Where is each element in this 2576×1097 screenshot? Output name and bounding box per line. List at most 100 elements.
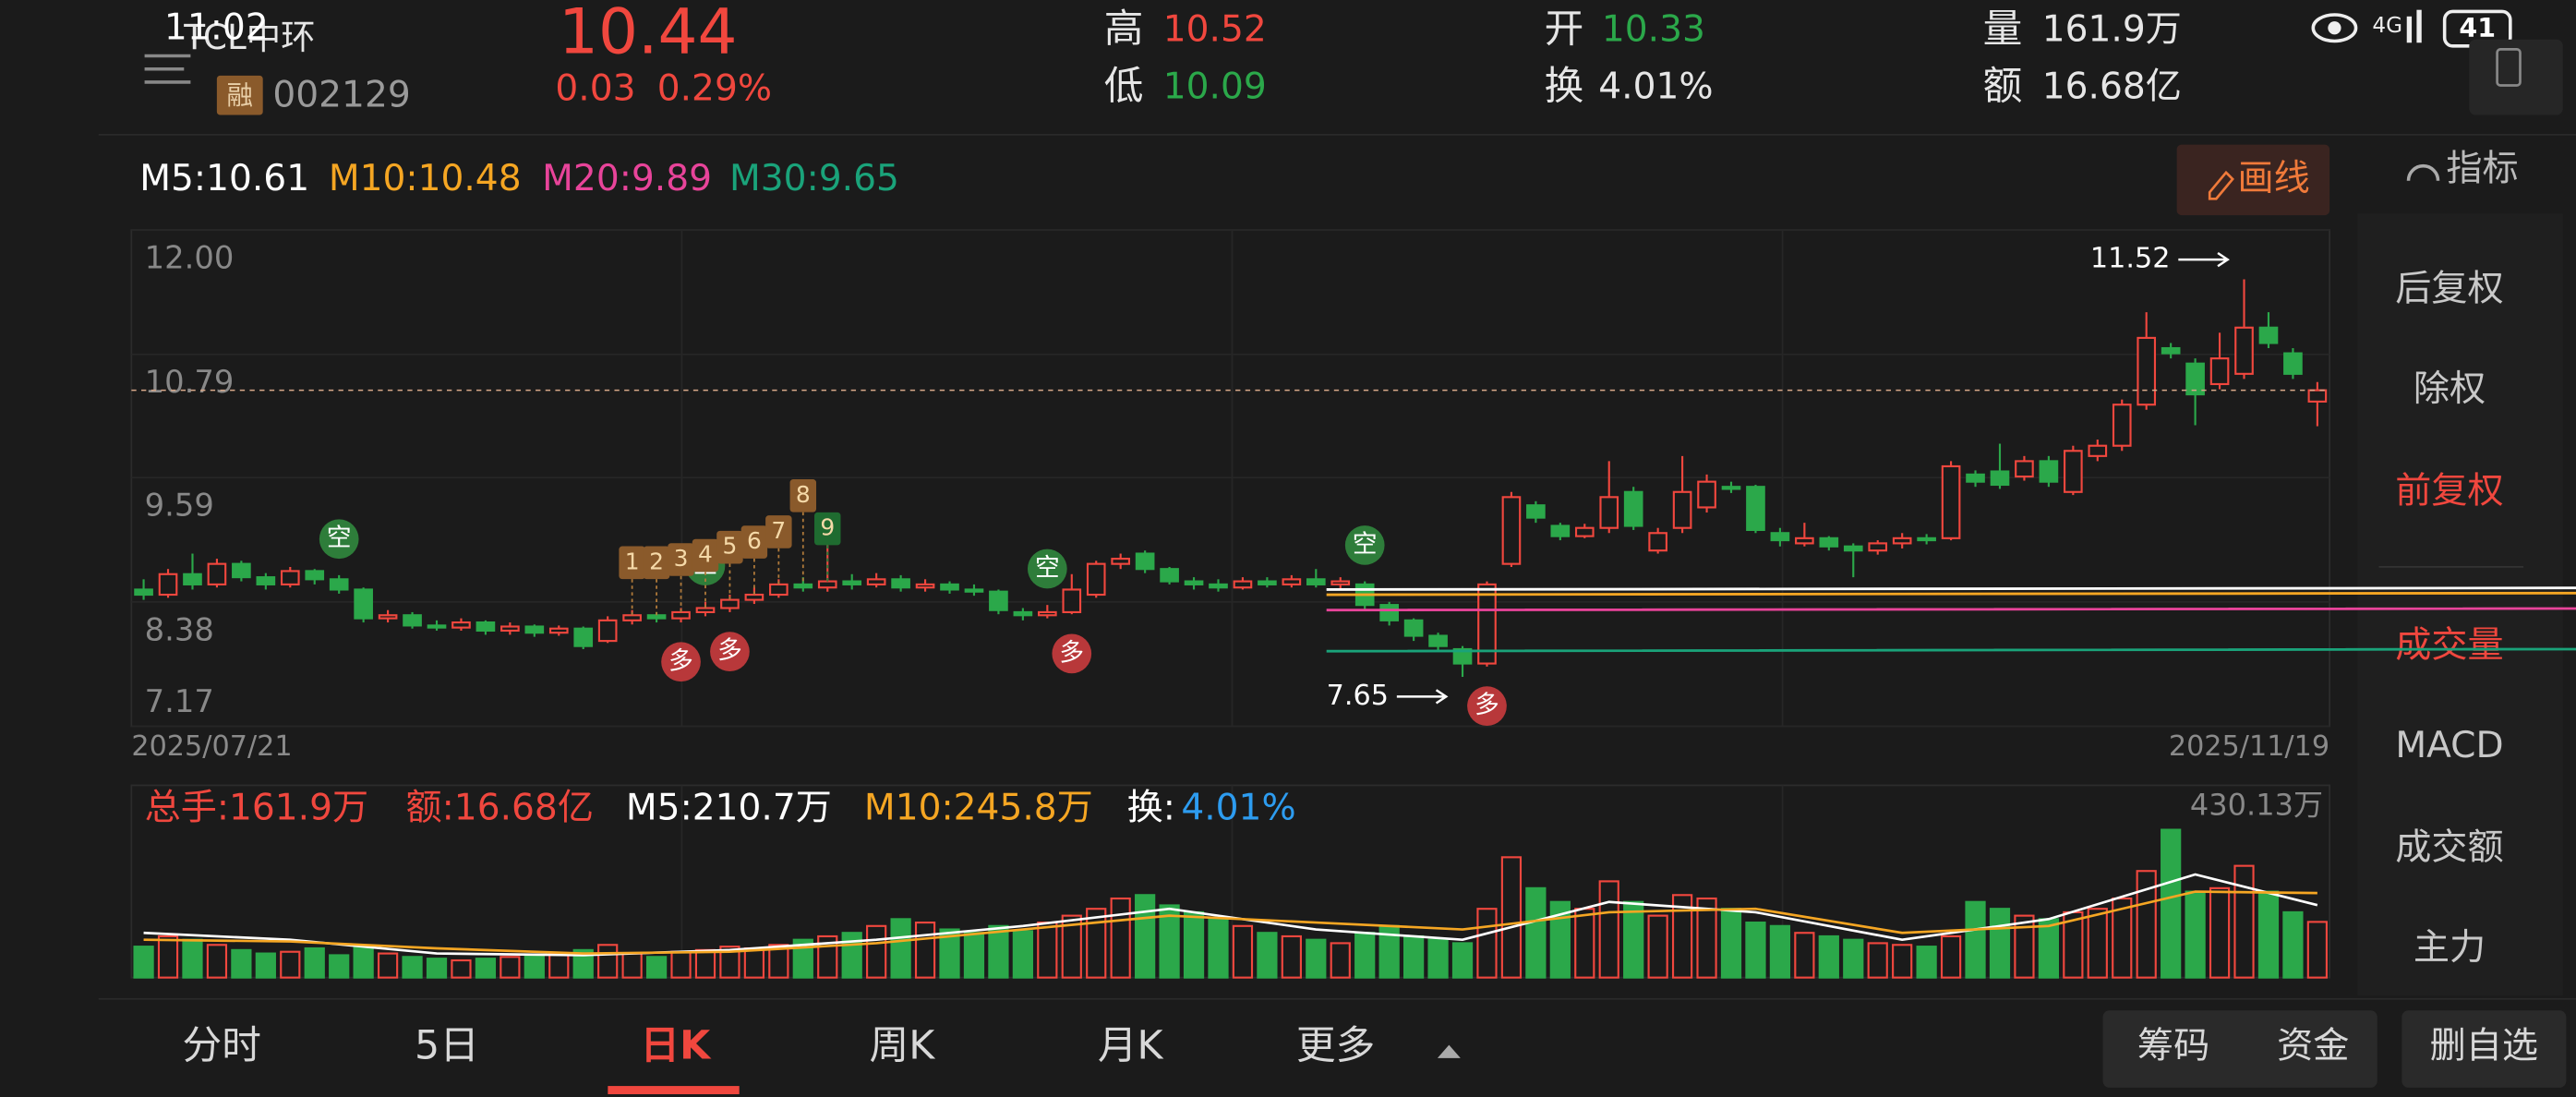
bottom-button[interactable]: 筹码 xyxy=(2137,1026,2209,1067)
candle-body xyxy=(1795,536,1814,545)
volume-bar xyxy=(1500,856,1523,979)
volume-bar xyxy=(743,946,765,979)
long-signal xyxy=(1052,633,1092,674)
candle-body xyxy=(1013,610,1033,617)
number-tag-label: 9 xyxy=(820,514,835,541)
number-tag xyxy=(692,538,719,573)
candle-body xyxy=(622,614,642,621)
device-button[interactable] xyxy=(2469,39,2563,115)
candle-body xyxy=(256,576,276,585)
volume-bar xyxy=(1574,908,1595,979)
volume-bar xyxy=(1623,900,1644,979)
tab[interactable]: 周K xyxy=(870,1023,936,1069)
button-group xyxy=(2102,1010,2377,1088)
volume-bar xyxy=(2087,908,2108,979)
candle-body xyxy=(1135,552,1155,571)
candle-body xyxy=(378,614,398,620)
candle-body xyxy=(2283,352,2303,375)
candle-body xyxy=(183,573,202,585)
number-tag xyxy=(668,543,694,576)
volume-bar xyxy=(1061,914,1082,979)
short-signal-label: 空 xyxy=(1035,554,1060,583)
menu-icon[interactable] xyxy=(144,54,191,84)
volume-bar xyxy=(621,952,643,979)
bottom-button[interactable]: 资金 xyxy=(2277,1026,2349,1067)
candle-body xyxy=(427,624,447,629)
volume-bar xyxy=(1916,946,1937,979)
candle-body xyxy=(695,607,716,614)
candle-body xyxy=(1403,619,1424,637)
volume-bar xyxy=(1159,904,1180,979)
draw-button-bg[interactable] xyxy=(2176,144,2330,216)
high: 10.52 xyxy=(1163,8,1267,50)
candle-body xyxy=(573,627,594,647)
number-tag-label: 6 xyxy=(747,527,762,554)
sidebar-item[interactable]: 成交量 xyxy=(2395,625,2503,667)
volume-bar xyxy=(768,944,789,979)
max-label: 11.52 xyxy=(2090,243,2171,275)
bottom-button[interactable]: 删自选 xyxy=(2430,1026,2538,1067)
candle-body xyxy=(232,562,251,579)
sidebar-item[interactable]: 除权 xyxy=(2413,368,2486,410)
tab[interactable]: 分时 xyxy=(183,1023,261,1069)
candle-body xyxy=(1038,610,1057,617)
sidebar-item[interactable]: 后复权 xyxy=(2395,268,2503,309)
volume-bar xyxy=(1843,938,1864,979)
sidebar-item[interactable]: 成交额 xyxy=(2395,826,2503,868)
volume-bar xyxy=(255,952,276,979)
volume-bar xyxy=(451,958,472,979)
volume-bar xyxy=(1549,900,1571,979)
candle-body xyxy=(329,578,349,591)
volume-bar xyxy=(1012,930,1033,979)
volume-bar xyxy=(645,956,668,979)
stock-code: 002129 xyxy=(272,74,410,115)
sidebar-item[interactable]: 主力 xyxy=(2413,927,2486,969)
y-tick-label: 430.13万 xyxy=(2190,788,2323,823)
tab-active[interactable]: 日K xyxy=(640,1023,712,1069)
volume-bar xyxy=(1989,908,2011,979)
draw-button[interactable]: 画线 xyxy=(2237,158,2309,199)
volume-bar xyxy=(548,952,570,979)
volume-bar xyxy=(841,932,862,979)
tab[interactable]: 更多 xyxy=(1296,1023,1375,1069)
candle-body xyxy=(158,573,178,597)
candle-body xyxy=(1599,496,1619,529)
candle-body xyxy=(1477,583,1497,665)
candle-body xyxy=(2039,460,2059,483)
candle-body xyxy=(1306,578,1326,585)
tab[interactable]: 月K xyxy=(1098,1023,1164,1069)
candle-body xyxy=(1550,524,1571,537)
y-tick-label: 8.38 xyxy=(145,611,214,647)
indicator-button[interactable]: 指标 xyxy=(2446,149,2518,190)
volume-bar xyxy=(206,944,228,979)
volume-legend: 额:16.68亿 xyxy=(405,788,593,829)
change: 0.03 xyxy=(555,67,635,109)
status-time: 11:02 xyxy=(164,7,269,49)
candle-body xyxy=(1917,536,1936,542)
volume-bar xyxy=(1940,934,1962,979)
volume-bar xyxy=(1208,918,1229,979)
candle-body xyxy=(500,625,520,633)
volume-bar xyxy=(597,944,619,979)
sidebar-item[interactable]: MACD xyxy=(2395,725,2503,766)
volume-bar xyxy=(1037,922,1058,979)
volume-bar xyxy=(1818,934,1839,979)
sidebar-item[interactable]: 前复权 xyxy=(2395,470,2503,512)
ma-legend: M30:9.65 xyxy=(729,158,899,199)
tab[interactable]: 5日 xyxy=(415,1023,479,1069)
volume-bar xyxy=(694,948,716,979)
candle-body xyxy=(720,598,740,609)
long-signal-label: 多 xyxy=(1475,691,1499,719)
candle-body xyxy=(134,588,153,597)
volume-bar xyxy=(1671,894,1693,979)
candle-body xyxy=(1892,536,1912,545)
candle-body xyxy=(817,580,837,589)
candle-body xyxy=(1501,496,1522,565)
long-signal-label: 多 xyxy=(717,636,742,665)
signal-bar xyxy=(2406,16,2413,43)
candle-body xyxy=(646,614,667,620)
volume-bar xyxy=(1892,944,1913,979)
volume-bar xyxy=(1867,942,1888,979)
volume-bar xyxy=(719,946,740,979)
short-signal-label: 空 xyxy=(327,524,352,552)
